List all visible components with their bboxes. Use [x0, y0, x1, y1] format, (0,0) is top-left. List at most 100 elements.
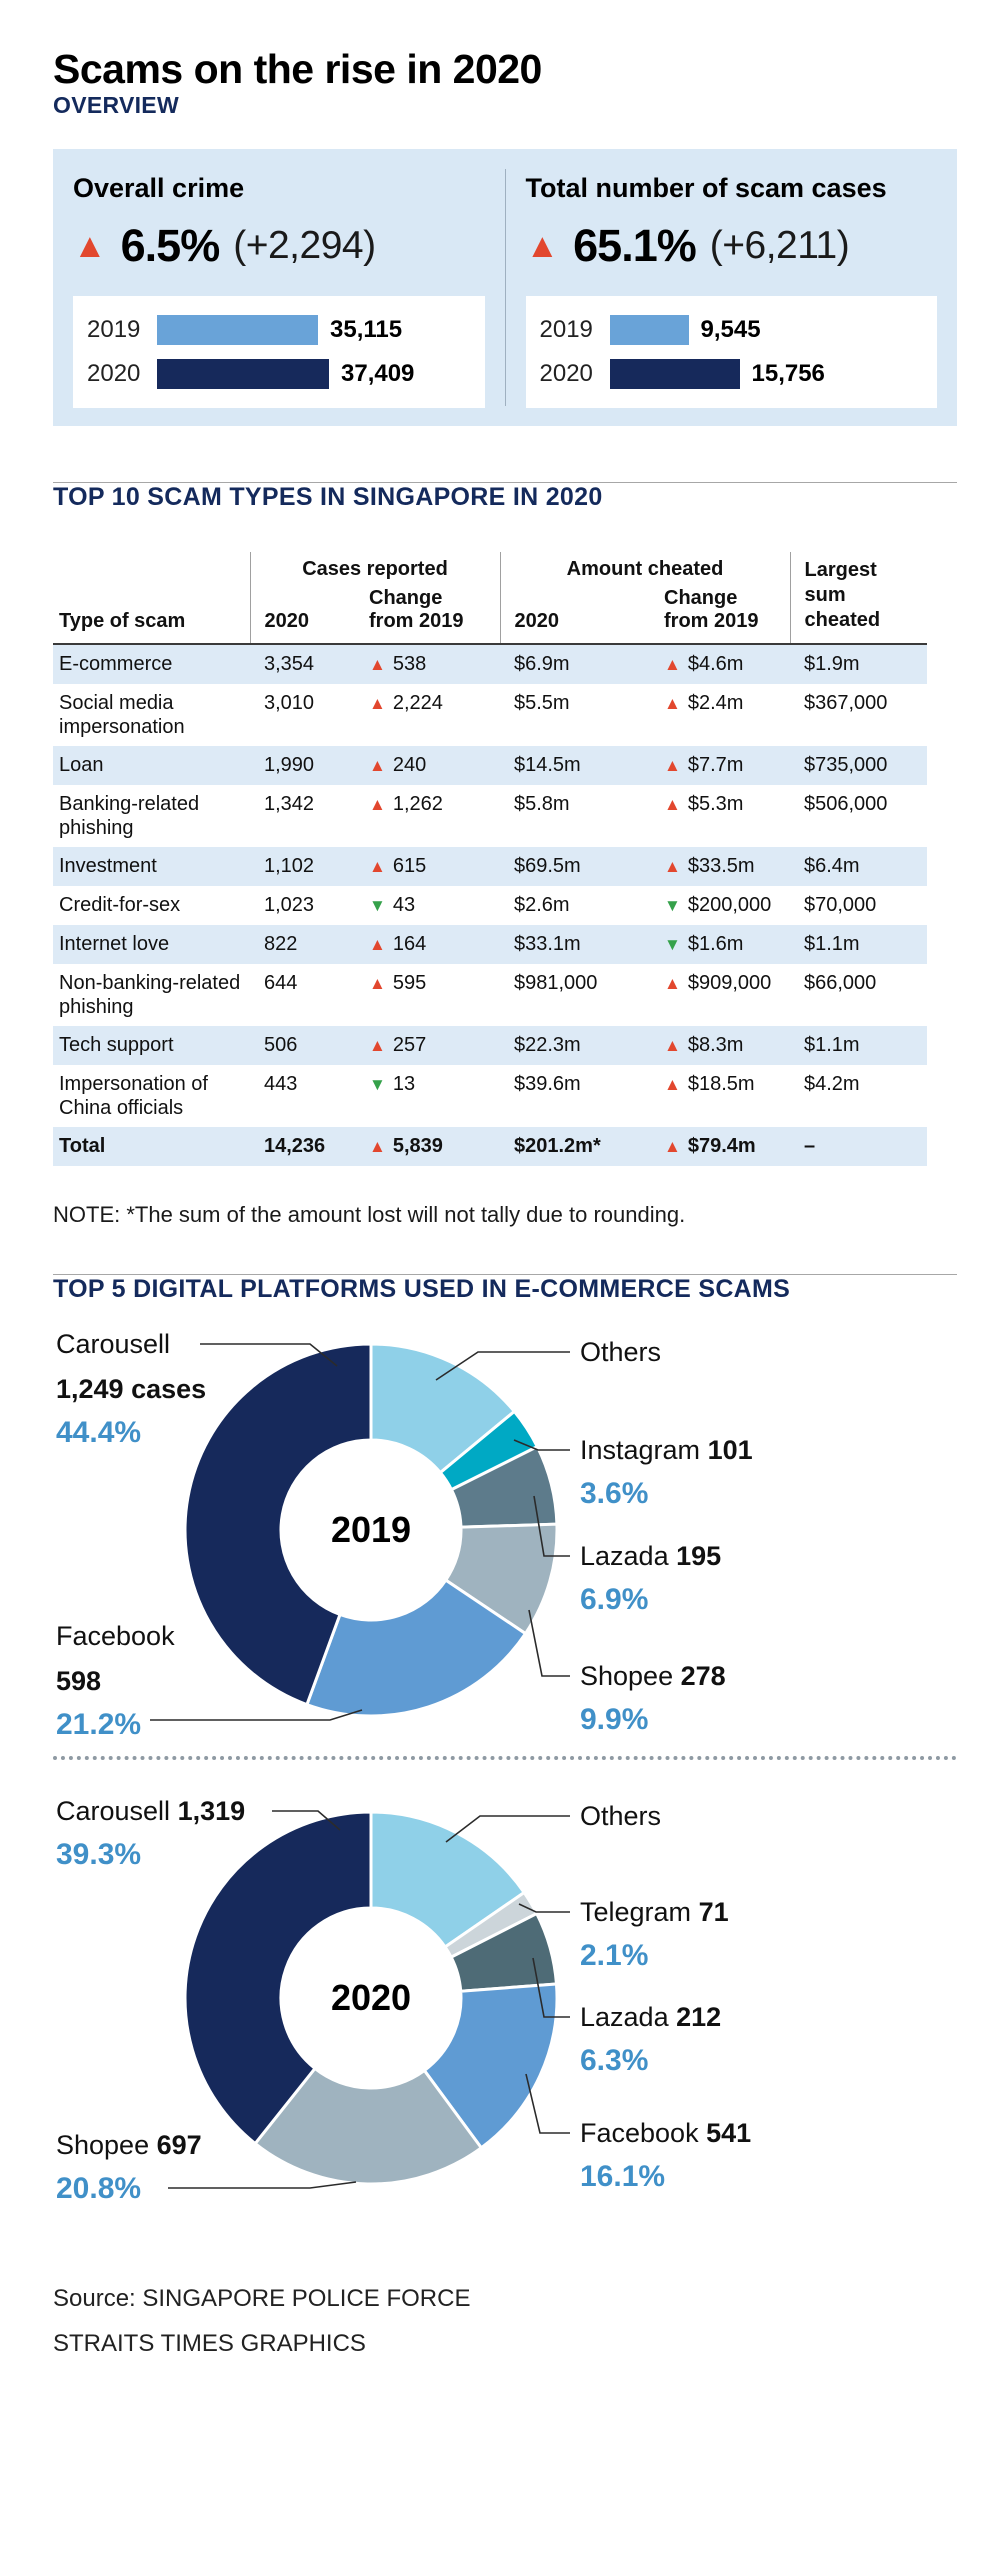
col-header-amount-2020: 2020	[499, 583, 650, 645]
cases-2020-cell: 14,236	[264, 1135, 326, 1157]
overall-crime-stat: ▲ 6.5% (+2,294)	[73, 220, 485, 272]
down-triangle-icon: ▼	[664, 896, 681, 915]
scam-cases-pct: 65.1%	[573, 220, 697, 271]
table-body: E-commerce 3,354 ▲ 538 $6.9m ▲ $4.6m $1.9m Socia…	[53, 644, 927, 1166]
platform-pct: 2.1%	[580, 1939, 649, 1972]
amount-change-cell: ▲ $79.4m	[650, 1127, 790, 1166]
change-value: $909,000	[687, 972, 772, 994]
leader-line-facebook	[150, 1709, 363, 1721]
cases-2020-cell: 1,342	[264, 793, 315, 815]
donut-chart-2020	[168, 1810, 570, 2189]
bar-value: 15,756	[751, 360, 825, 387]
up-triangle-icon: ▲	[664, 655, 681, 674]
section-heading-overview: OVERVIEW	[53, 92, 179, 118]
amount-change-cell: ▲ $8.3m	[650, 1026, 790, 1065]
label-others-2020: Others	[580, 1794, 661, 1839]
largest-sum-cell: $735,000	[804, 754, 888, 776]
overview-panel: Overall crime ▲ 6.5% (+2,294) 2019 35,11…	[53, 149, 957, 426]
table-row: Social media impersonation 3,010 ▲ 2,224 $5.…	[53, 684, 927, 746]
cases-2020-cell: 644	[264, 972, 298, 994]
platform-name: Carousell	[56, 1796, 171, 1826]
up-triangle-icon: ▲	[369, 974, 386, 993]
source-line: Source: SINGAPORE POLICE FORCE	[53, 2285, 471, 2312]
amount-change-cell: ▲ $18.5m	[650, 1065, 790, 1127]
source-line: STRAITS TIMES GRAPHICS	[53, 2330, 366, 2357]
amount-change-cell: ▲ $909,000	[650, 964, 790, 1026]
panel-divider	[504, 169, 506, 406]
label-lazada-2019: Lazada 195 6.9%	[580, 1534, 721, 1621]
bar-value: 37,409	[341, 360, 415, 387]
platform-name: Shopee	[580, 1661, 674, 1691]
up-triangle-icon: ▲	[73, 227, 107, 265]
amount-2020-cell: $22.3m	[514, 1034, 581, 1056]
col-header-type: Type of scam	[53, 552, 250, 645]
amount-2020-cell: $5.8m	[514, 793, 570, 815]
platform-name: Instagram	[580, 1435, 701, 1465]
up-triangle-icon: ▲	[369, 795, 386, 814]
table-row: Total 14,236 ▲ 5,839 $201.2m* ▲ $79.4m –	[53, 1127, 927, 1166]
label-carousell-2019: Carousell 1,249 cases 44.4%	[56, 1322, 206, 1454]
table-row: Non-banking-related phishing 644 ▲ 595 $981,…	[53, 964, 927, 1026]
amount-2020-cell: $2.6m	[514, 894, 570, 916]
amount-2020-cell: $6.9m	[514, 653, 570, 675]
platform-pct: 20.8%	[56, 2172, 142, 2205]
cases-change-cell: ▲ 538	[355, 644, 500, 684]
divider	[53, 1274, 957, 1275]
col-header-cases-change: Change from 2019	[355, 583, 500, 645]
amount-change-cell: ▼ $200,000	[650, 886, 790, 925]
largest-sum-cell: $506,000	[804, 793, 888, 815]
table-footnote: NOTE: *The sum of the amount lost will n…	[53, 1202, 686, 1227]
platform-pct: 21.2%	[56, 1708, 142, 1741]
table-row: Tech support 506 ▲ 257 $22.3m ▲ $8.3m $1.1m	[53, 1026, 927, 1065]
up-triangle-icon: ▲	[664, 795, 681, 814]
scam-type-cell: Non-banking-related phishing	[59, 972, 241, 1018]
amount-2020-cell: $39.6m	[514, 1073, 581, 1095]
leader-line-carousell	[200, 1343, 338, 1367]
change-value: 538	[392, 653, 427, 675]
overall-crime-block: Overall crime ▲ 6.5% (+2,294) 2019 35,11…	[53, 167, 505, 408]
donut-slice-facebook	[422, 1982, 559, 2150]
table-row: E-commerce 3,354 ▲ 538 $6.9m ▲ $4.6m $1.9m	[53, 644, 927, 684]
cases-change-cell: ▼ 13	[355, 1065, 500, 1127]
platform-pct: 6.9%	[580, 1583, 649, 1616]
table-row: Credit-for-sex 1,023 ▼ 43 $2.6m ▼ $200,000 $70,…	[53, 886, 927, 925]
up-triangle-icon: ▲	[369, 935, 386, 954]
amount-change-cell: ▲ $33.5m	[650, 847, 790, 886]
platform-name: Facebook	[580, 2118, 699, 2148]
platform-cases: 1,249 cases	[56, 1374, 207, 1404]
donut-slice-facebook	[304, 1578, 528, 1718]
cases-change-cell: ▼ 43	[355, 886, 500, 925]
label-carousell-2020: Carousell 1,319 39.3%	[56, 1789, 245, 1876]
year-label: 2020	[87, 360, 141, 387]
down-triangle-icon: ▼	[369, 1075, 386, 1094]
scam-cases-bar-chart: 2019 9,545 2020 15,756	[525, 296, 937, 408]
platform-pct: 6.3%	[580, 2044, 649, 2077]
platform-cases: 1,319	[177, 1796, 246, 1826]
col-group-amount-cheated: Amount cheated	[499, 552, 790, 583]
up-triangle-icon: ▲	[369, 1137, 386, 1156]
platform-name: Carousell	[56, 1329, 171, 1359]
largest-sum-cell: $70,000	[804, 894, 877, 916]
change-value: 13	[392, 1073, 416, 1095]
table-row: Investment 1,102 ▲ 615 $69.5m ▲ $33.5m $6.4m	[53, 847, 927, 886]
label-telegram-2020: Telegram 71 2.1%	[580, 1890, 729, 1977]
up-triangle-icon: ▲	[369, 694, 386, 713]
label-lazada-2020: Lazada 212 6.3%	[580, 1995, 721, 2082]
label-shopee-2019: Shopee 278 9.9%	[580, 1654, 726, 1741]
label-others-2019: Others	[580, 1330, 661, 1375]
platform-cases: 71	[698, 1897, 729, 1927]
platform-cases: 541	[706, 2118, 752, 2148]
scam-cases-title: Total number of scam cases	[525, 173, 887, 203]
up-triangle-icon: ▲	[664, 857, 681, 876]
largest-sum-cell: $6.4m	[804, 855, 860, 877]
up-triangle-icon: ▲	[369, 655, 386, 674]
scam-type-cell: Total	[59, 1135, 106, 1157]
platform-name: Lazada	[580, 1541, 669, 1571]
amount-change-cell: ▲ $7.7m	[650, 746, 790, 785]
table-row: Loan 1,990 ▲ 240 $14.5m ▲ $7.7m $735,000	[53, 746, 927, 785]
donut-section-2020: 2020 Carousell 1,319 39.3% Others Telegr…	[0, 1776, 990, 2246]
change-value: 5,839	[392, 1135, 443, 1157]
change-value: 1,262	[392, 793, 443, 815]
col-header-largest-sum: Largest sum cheated	[789, 552, 927, 645]
table-row: Banking-related phishing 1,342 ▲ 1,262 $5.8m…	[53, 785, 927, 847]
